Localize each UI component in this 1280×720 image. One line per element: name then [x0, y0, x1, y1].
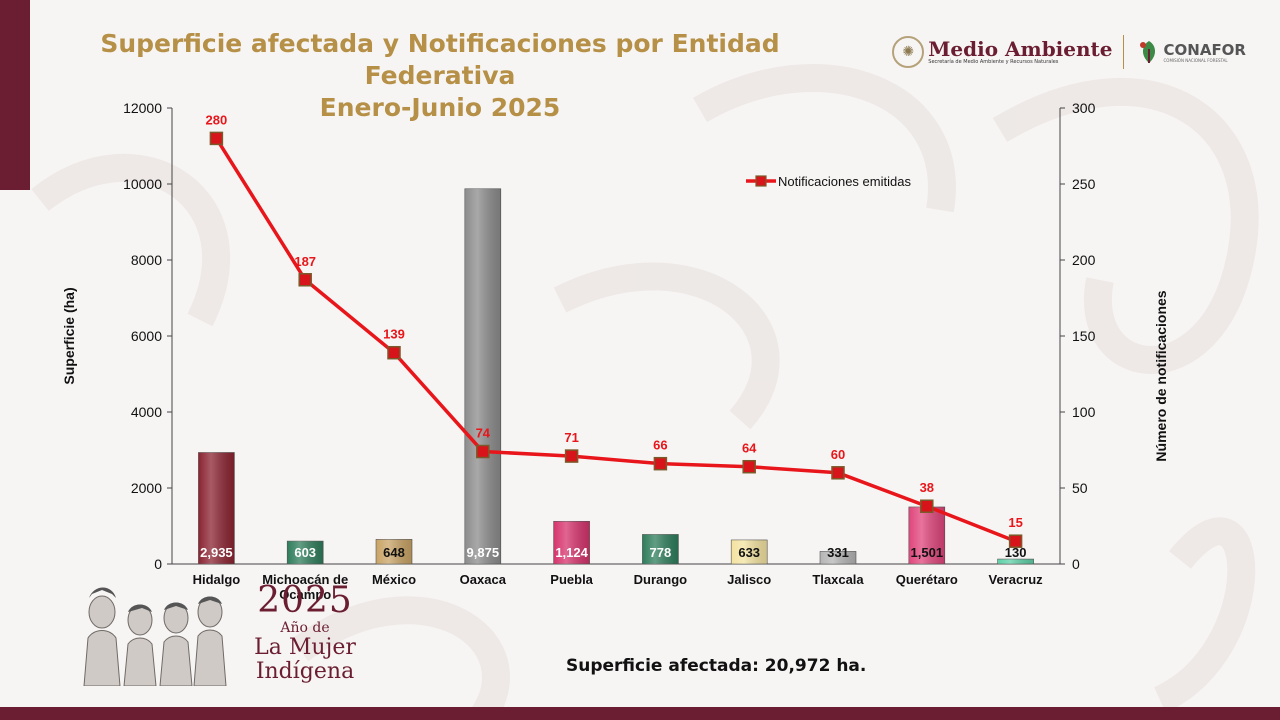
conafor-logo: CONAFOR COMISIÓN NACIONAL FORESTAL	[1134, 37, 1246, 67]
bar-shading	[376, 539, 412, 564]
conafor-subtitle: COMISIÓN NACIONAL FORESTAL	[1163, 57, 1228, 63]
x-tick-label: Oaxaca	[460, 572, 507, 587]
x-tick-label: Puebla	[550, 572, 593, 587]
y-tick-label: 6000	[131, 328, 162, 344]
line-marker	[387, 345, 401, 360]
bar-value-label: 1,124	[555, 545, 588, 560]
y2-tick-label: 0	[1072, 556, 1080, 572]
line-marker	[831, 466, 845, 480]
x-tick-label: Querétaro	[896, 572, 958, 587]
x-tick-label: Michoacán de	[262, 572, 348, 587]
x-tick-label: Durango	[634, 572, 688, 587]
y-tick-label: 4000	[131, 404, 162, 420]
bottom-accent-bar	[0, 707, 1280, 720]
bar-value-label: 1,501	[911, 545, 944, 560]
line-marker	[1008, 534, 1023, 548]
logo-divider	[1122, 35, 1124, 69]
bar-value-label: 2,935	[200, 545, 233, 560]
mexico-seal-icon: ✺	[892, 36, 925, 68]
line-marker	[742, 459, 756, 474]
line-value-label: 66	[653, 438, 667, 453]
bar-value-label: 9,875	[467, 545, 500, 560]
line-marker	[653, 456, 668, 471]
bar-value-label: 648	[383, 545, 405, 560]
x-tick-label: Jalisco	[727, 572, 771, 587]
title-line-1: Superficie afectada y Notificaciones por…	[100, 29, 780, 90]
indigenous-women-illustration	[83, 587, 227, 686]
bar-shading	[198, 452, 235, 564]
bar-shading	[464, 188, 501, 564]
bar-value-label: 778	[650, 545, 672, 560]
chart-title: Superficie afectada y Notificaciones por…	[30, 28, 850, 124]
line-value-label: 74	[476, 426, 491, 441]
x-tick-label: Veracruz	[988, 572, 1043, 587]
conafor-name: CONAFOR	[1163, 40, 1246, 59]
bar-value-label: 633	[738, 545, 760, 560]
y2-axis-title: Número de notificaciones	[1153, 290, 1169, 461]
logos: ✺ Medio Ambiente Secretaría de Medio Amb…	[892, 30, 1246, 74]
bar-value-label: 130	[1005, 545, 1027, 560]
title-line-2: Enero-Junio 2025	[319, 93, 561, 122]
medio-ambiente-subtitle: Secretaría de Medio Ambiente y Recursos …	[928, 59, 1059, 65]
left-accent-bar	[0, 0, 30, 190]
bar-shading	[908, 506, 945, 564]
y-tick-label: 8000	[131, 252, 162, 268]
bar-shading	[997, 559, 1034, 564]
line-value-label: 60	[831, 447, 845, 462]
line-marker	[209, 131, 224, 146]
emblem-line-2: La Mujer	[254, 635, 356, 660]
medio-ambiente-name: Medio Ambiente	[928, 37, 1113, 61]
bar-shading	[731, 539, 768, 564]
conafor-leaf-icon	[1139, 41, 1155, 63]
y-tick-label: 2000	[131, 480, 162, 496]
bar-shading	[553, 521, 590, 564]
bar-shading	[820, 551, 856, 564]
y-axis-title: Superficie (ha)	[61, 287, 77, 384]
y2-tick-label: 150	[1072, 328, 1096, 344]
bar-shading	[287, 541, 324, 564]
emblem-line-3: Indígena	[255, 659, 355, 684]
line-marker	[920, 499, 934, 513]
line-marker	[564, 449, 579, 463]
line-value-label: 187	[294, 254, 316, 269]
line-marker	[298, 273, 312, 287]
y2-tick-label: 250	[1072, 176, 1096, 192]
y-tick-label: 0	[154, 556, 162, 572]
emblem-line-1: Año de	[280, 620, 330, 636]
total-surface-text: Superficie afectada: 20,972 ha.	[566, 656, 867, 676]
line-value-label: 15	[1008, 515, 1022, 530]
bar-value-label: 331	[827, 545, 849, 560]
y2-tick-label: 50	[1072, 480, 1088, 496]
line-value-label: 71	[564, 430, 578, 445]
legend-marker-swatch	[755, 175, 767, 187]
line-value-label: 139	[383, 327, 405, 342]
legend-label: Notificaciones emitidas	[778, 174, 911, 189]
notifications-line	[214, 137, 1017, 543]
y2-tick-label: 300	[1072, 100, 1096, 116]
medio-ambiente-logo: ✺ Medio Ambiente Secretaría de Medio Amb…	[892, 36, 1113, 68]
y-tick-label: 12000	[123, 100, 162, 116]
bar-value-label: 603	[294, 545, 316, 560]
y2-tick-label: 100	[1072, 404, 1096, 420]
emblem-year: 2025	[257, 580, 353, 621]
x-tick-label: México	[372, 572, 416, 587]
x-tick-label: Ocampo	[279, 587, 331, 602]
line-marker	[476, 444, 490, 459]
line-value-label: 38	[920, 480, 934, 495]
x-tick-label: Hidalgo	[193, 572, 241, 587]
bar-shading	[642, 534, 679, 564]
line-value-label: 64	[742, 441, 757, 456]
mujer-indigena-emblem: 2025 Año de La Mujer Indígena	[72, 582, 372, 692]
y2-tick-label: 200	[1072, 252, 1096, 268]
x-tick-label: Tlaxcala	[812, 572, 864, 587]
y-tick-label: 10000	[123, 176, 162, 192]
line-value-label: 280	[206, 112, 228, 127]
